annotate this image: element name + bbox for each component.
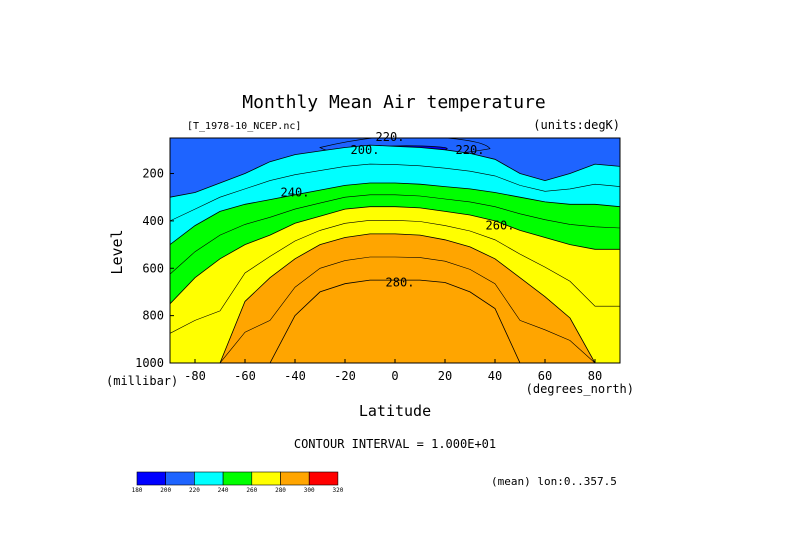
colorbar-label: 280 xyxy=(275,487,286,494)
chart-title: Monthly Mean Air temperature xyxy=(242,92,545,113)
y-tick-label: 800 xyxy=(142,309,164,323)
contour-label: 200. xyxy=(351,143,380,157)
y-axis-ticks: 200 400 600 800 1000 xyxy=(135,167,174,370)
x-axis-title: Latitude xyxy=(359,402,431,420)
units-label: (units:degK) xyxy=(533,118,620,132)
contour-line-280 xyxy=(170,233,620,363)
band-300 xyxy=(170,280,620,363)
colorbar-cell xyxy=(194,471,224,486)
y-unit-label: (millibar) xyxy=(106,374,178,388)
y-axis-title: Level xyxy=(108,229,126,274)
contour-label: 220. xyxy=(376,130,405,144)
colorbar-label: 220 xyxy=(189,487,200,494)
colorbar-label: 260 xyxy=(246,487,257,494)
y-tick-label: 200 xyxy=(142,167,164,181)
y-tick-label: 1000 xyxy=(135,356,164,370)
contour-line-290 xyxy=(170,256,620,363)
contour-line-230 xyxy=(170,163,620,222)
x-tick-label: -20 xyxy=(334,369,356,383)
file-label: [T_1978-10_NCEP.nc] xyxy=(187,121,301,132)
x-tick-label: 60 xyxy=(538,369,552,383)
contour-line-300 xyxy=(170,279,620,363)
colorbar-cell xyxy=(308,471,339,486)
contour-label: 240. xyxy=(281,185,310,199)
x-tick-label: 20 xyxy=(438,369,452,383)
x-tick-label: -80 xyxy=(184,369,206,383)
colorbar-label: 240 xyxy=(218,487,229,494)
colorbar-label: 320 xyxy=(332,487,343,494)
y-tick-label: 600 xyxy=(142,261,164,275)
y-tick-label: 400 xyxy=(142,214,164,228)
contour-lines xyxy=(170,144,620,363)
colorbar-cell xyxy=(251,471,281,486)
contour-line-260 xyxy=(170,206,620,305)
colorbar-label: 180 xyxy=(132,487,143,494)
contour-label: 260. xyxy=(486,219,515,233)
colorbar-label: 200 xyxy=(160,487,171,494)
colorbar-cell xyxy=(280,471,310,486)
contour-line-240 xyxy=(170,182,620,245)
contour-interval-text: CONTOUR INTERVAL = 1.000E+01 xyxy=(294,437,496,451)
x-tick-label: -60 xyxy=(234,369,256,383)
contour-bands xyxy=(170,138,620,363)
colorbar-cell xyxy=(165,471,195,486)
x-tick-label: -40 xyxy=(284,369,306,383)
colorbar-label: 300 xyxy=(304,487,315,494)
x-tick-label: 0 xyxy=(391,369,398,383)
x-tick-label: 40 xyxy=(488,369,502,383)
mean-note: (mean) lon:0..357.5 xyxy=(491,475,617,488)
contour-line-270 xyxy=(170,220,620,334)
colorbar: 180 200 220 240 260 280 300 320 xyxy=(132,471,344,494)
contour-line-220 xyxy=(170,144,620,198)
colorbar-cell xyxy=(222,471,253,486)
x-unit-label: (degrees_north) xyxy=(526,382,634,396)
contour-label: 280. xyxy=(386,275,415,289)
contour-label: 220. xyxy=(456,143,485,157)
plot-area: 220.200. 220.240.260.280. xyxy=(169,130,621,364)
x-axis-ticks: -80 -60 -40 -20 0 20 40 60 80 xyxy=(184,359,602,383)
contour-line-250 xyxy=(170,194,620,275)
colorbar-cell xyxy=(136,471,167,486)
contour-labels: 220.200. 220.240.260.280. xyxy=(281,130,515,290)
x-tick-label: 80 xyxy=(588,369,602,383)
